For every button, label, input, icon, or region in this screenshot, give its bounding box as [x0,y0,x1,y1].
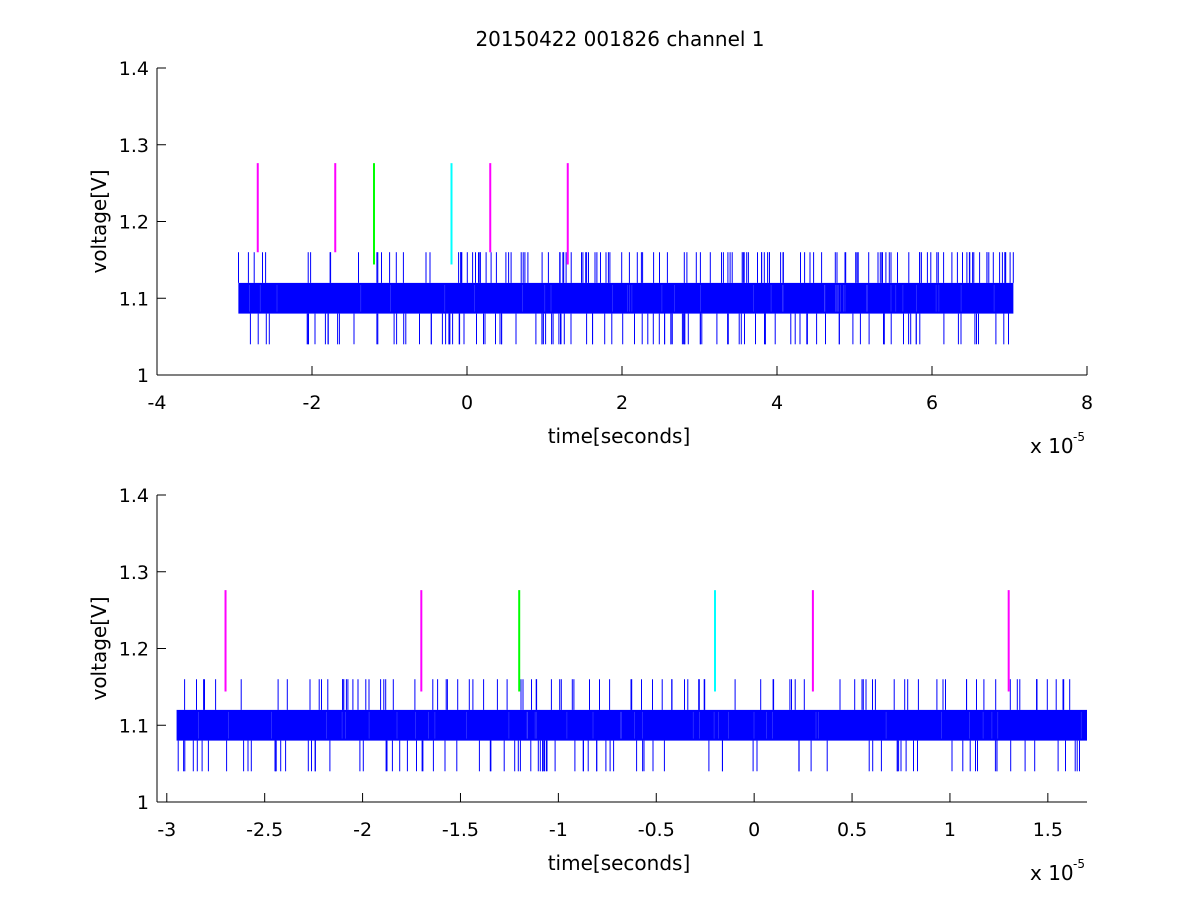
y-tick-label: 1.4 [119,58,149,80]
x-multiplier-exponent: -5 [1073,430,1085,444]
top-subplot: 1 1.1 1.2 1.3 1.4 -4 -2 0 2 4 6 8 time[seconds] volta… [87,58,1093,458]
y-axis-label: voltage[V] [87,596,111,700]
x-tick-label: 1.5 [1033,819,1063,841]
y-tick-label: 1 [137,365,149,387]
y-tick-label: 1.3 [119,135,149,157]
x-multiplier-label: x 10 [1030,434,1074,458]
y-tick-label: 1.2 [119,639,149,661]
x-tick-label: -2 [353,819,372,841]
x-tick-label: 1 [944,819,956,841]
x-tick-label: 0.5 [837,819,867,841]
y-tick-label: 1.1 [119,715,149,737]
y-tick-label: 1 [137,792,149,814]
bottom-subplot: 1 1.1 1.2 1.3 1.4 -3 -2.5 -2 -1.5 -1 -0.5 0 0.5 1 1.5 t… [87,485,1087,885]
x-tick-label: -1.5 [442,819,479,841]
x-axis-label: time[seconds] [548,424,691,448]
y-tick-label: 1.2 [119,212,149,234]
x-axis-label: time[seconds] [548,851,691,875]
x-tick-label: 2 [616,392,628,414]
x-tick-label: 0 [461,392,473,414]
signal-band [176,709,1087,741]
x-multiplier-label: x 10 [1030,861,1074,885]
x-tick-label: 4 [771,392,783,414]
x-tick-label: -2.5 [246,819,283,841]
x-tick-label: 8 [1081,392,1093,414]
x-tick-label: -2 [303,392,322,414]
signal-trace [176,679,1087,772]
signal-trace [238,252,1014,345]
x-tick-label: 0 [748,819,760,841]
x-tick-label: 6 [926,392,938,414]
signal-band [238,282,1014,314]
y-tick-label: 1.1 [119,288,149,310]
x-multiplier-exponent: -5 [1073,857,1085,871]
x-tick-label: -0.5 [638,819,675,841]
figure-title: 20150422 001826 channel 1 [475,27,764,51]
x-tick-label: -1 [549,819,568,841]
y-tick-label: 1.3 [119,562,149,584]
y-tick-label: 1.4 [119,485,149,507]
x-tick-label: -3 [157,819,176,841]
x-tick-label: -4 [148,392,167,414]
y-axis-label: voltage[V] [87,169,111,273]
